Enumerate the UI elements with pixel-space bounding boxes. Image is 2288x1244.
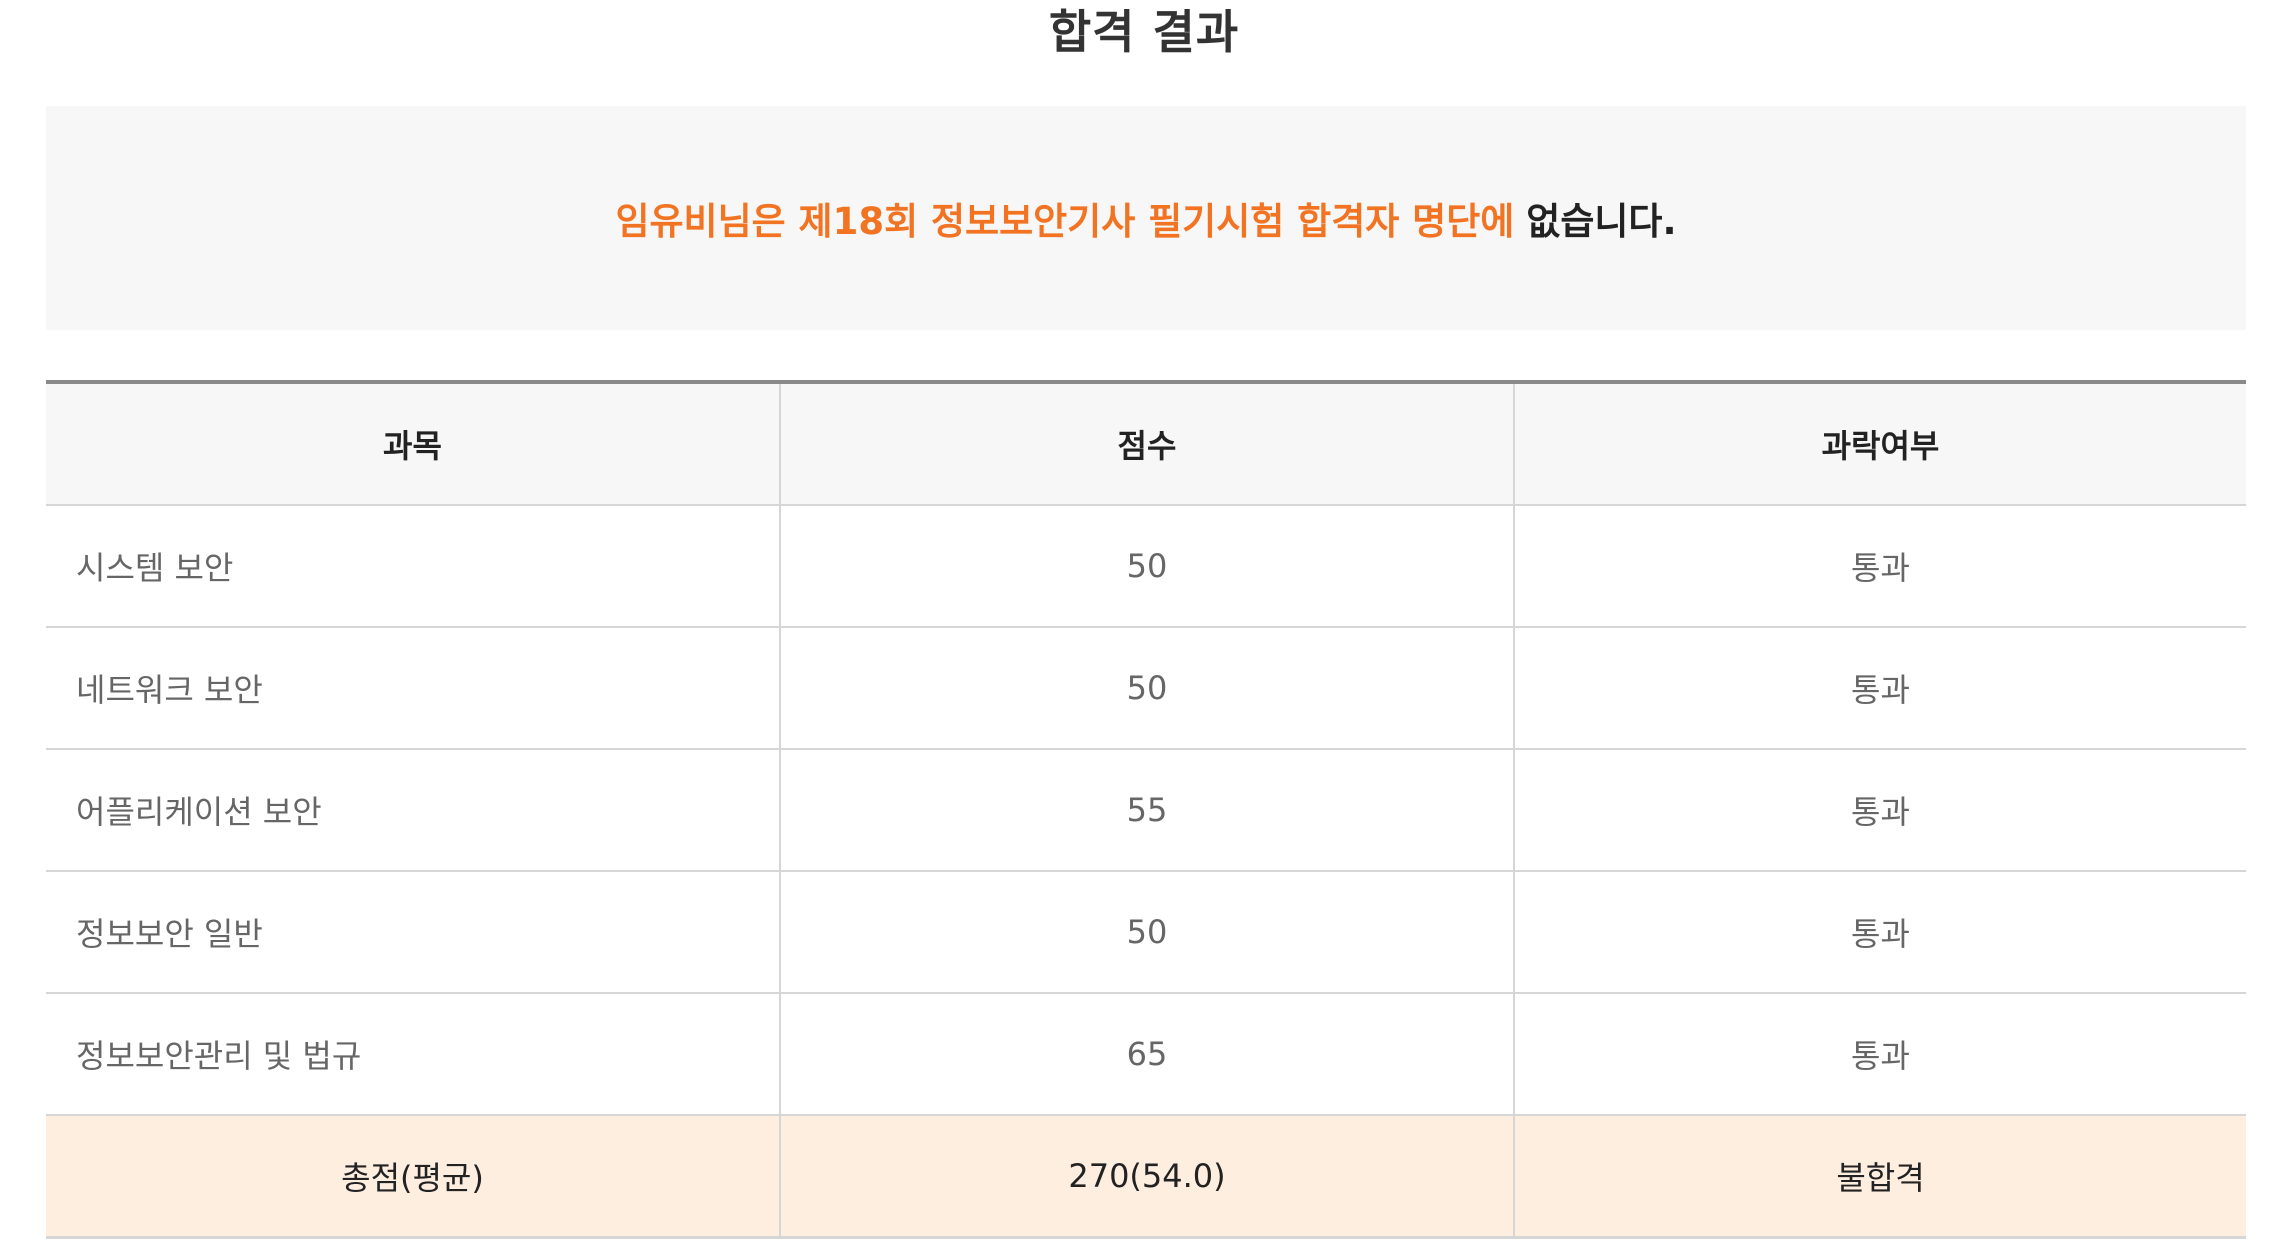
status-cell: 통과 [1513, 993, 2246, 1116]
subject-cell: 어플리케이션 보안 [46, 749, 781, 872]
score-cell: 65 [779, 993, 1515, 1116]
header-score: 점수 [779, 382, 1515, 506]
final-result: 불합격 [1513, 1114, 2246, 1239]
score-cell: 50 [779, 871, 1515, 994]
page-title: 합격 결과 [1048, 5, 1240, 59]
table-row: 정보보안 일반 50 통과 [46, 871, 2246, 994]
status-cell: 통과 [1513, 505, 2246, 628]
notice-rest-text: 없습니다. [1526, 200, 1677, 243]
notice-highlight-text: 임유비님은 제18회 정보보안기사 필기시험 합격자 명단에 [615, 200, 1515, 243]
total-row: 총점(평균) 270(54.0) 불합격 [46, 1114, 2246, 1239]
header-subject: 과목 [46, 382, 781, 506]
status-cell: 통과 [1513, 749, 2246, 872]
subject-cell: 정보보안관리 및 법규 [46, 993, 781, 1116]
table-row: 시스템 보안 50 통과 [46, 505, 2246, 628]
subject-cell: 정보보안 일반 [46, 871, 781, 994]
subject-cell: 시스템 보안 [46, 505, 781, 628]
header-fail-status: 과락여부 [1513, 382, 2246, 506]
table-row: 네트워크 보안 50 통과 [46, 627, 2246, 750]
score-cell: 50 [779, 627, 1515, 750]
status-cell: 통과 [1513, 627, 2246, 750]
table-row: 어플리케이션 보안 55 통과 [46, 749, 2246, 872]
table-row: 정보보안관리 및 법규 65 통과 [46, 993, 2246, 1116]
score-table: 과목 점수 과락여부 시스템 보안 50 통과 네트워크 보안 50 통과 어플… [46, 380, 2246, 1239]
total-score: 270(54.0) [779, 1114, 1515, 1239]
table-header-row: 과목 점수 과락여부 [46, 382, 2246, 506]
score-cell: 55 [779, 749, 1515, 872]
total-label: 총점(평균) [46, 1114, 781, 1239]
result-notice-box: 임유비님은 제18회 정보보안기사 필기시험 합격자 명단에 없습니다. [46, 106, 2246, 330]
score-cell: 50 [779, 505, 1515, 628]
status-cell: 통과 [1513, 871, 2246, 994]
subject-cell: 네트워크 보안 [46, 627, 781, 750]
